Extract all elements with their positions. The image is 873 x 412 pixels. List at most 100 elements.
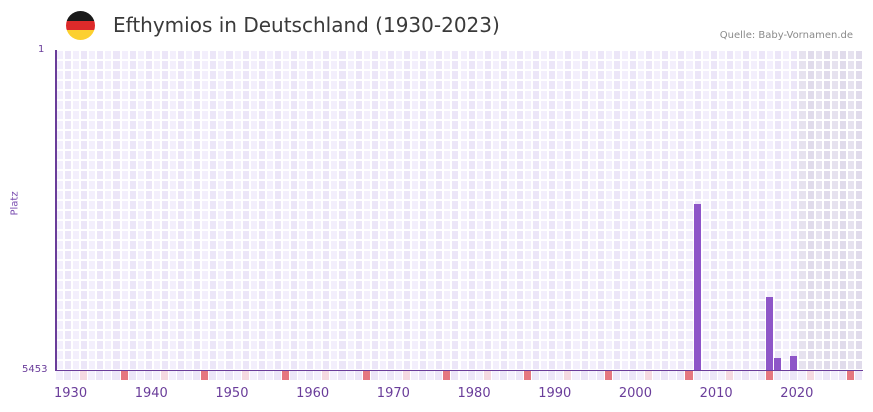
grid-cell (759, 191, 766, 199)
grid-cell (557, 71, 564, 79)
grid-cell (202, 171, 209, 179)
flag-stripe-red (66, 20, 95, 31)
grid-cell (476, 231, 483, 239)
grid-cell (492, 51, 499, 59)
grid-cell (299, 151, 306, 159)
grid-cell (194, 221, 201, 229)
grid-cell (605, 221, 612, 229)
grid-cell (670, 331, 677, 339)
bar-2021[interactable] (790, 355, 798, 370)
grid-cell (250, 61, 257, 69)
grid-cell (662, 241, 669, 249)
grid-cell (734, 141, 741, 149)
grid-cell (113, 111, 120, 119)
grid-cell (855, 321, 862, 329)
grid-cell (444, 101, 451, 109)
grid-cell (137, 81, 144, 89)
grid-cell (855, 331, 862, 339)
bar-2019[interactable] (774, 358, 782, 370)
year-marker (72, 371, 80, 380)
grid-cell (218, 251, 225, 259)
grid-cell (436, 151, 443, 159)
grid-cell (89, 261, 96, 269)
grid-cell (379, 251, 386, 259)
grid-cell (371, 341, 378, 349)
grid-cell (815, 211, 822, 219)
grid-cell (105, 71, 112, 79)
grid-cell (855, 311, 862, 319)
grid-cell (726, 191, 733, 199)
grid-cell (266, 61, 273, 69)
grid-cell (508, 171, 515, 179)
grid-cell (242, 211, 249, 219)
grid-cell (742, 161, 749, 169)
grid-cell (670, 321, 677, 329)
grid-cell (202, 241, 209, 249)
grid-cell (742, 141, 749, 149)
grid-cell (234, 281, 241, 289)
source-link[interactable]: Quelle: Baby-Vornamen.de (719, 30, 853, 41)
grid-cell (573, 71, 580, 79)
grid-cell (686, 111, 693, 119)
grid-cell (444, 301, 451, 309)
grid-cell (145, 221, 152, 229)
grid-cell (629, 351, 637, 359)
grid-cell (533, 141, 540, 149)
grid-cell (226, 291, 233, 299)
grid-cell (516, 151, 524, 159)
grid-cell (210, 111, 217, 119)
grid-cell (557, 171, 564, 179)
grid-cell (799, 51, 806, 59)
grid-cell (646, 281, 653, 289)
grid-cell (460, 331, 467, 339)
grid-cell (129, 61, 136, 69)
grid-cell (266, 191, 273, 199)
grid-cell (662, 71, 669, 79)
grid-cell (751, 281, 758, 289)
grid-cell (508, 291, 515, 299)
grid-cell (210, 241, 217, 249)
grid-cell (791, 291, 798, 299)
bar-2018[interactable] (766, 296, 774, 370)
grid-cell (266, 91, 273, 99)
grid-cell (194, 231, 201, 239)
grid-cell (581, 341, 588, 349)
grid-cell (855, 61, 862, 69)
grid-cell (97, 151, 104, 159)
grid-cell (250, 191, 257, 199)
grid-cell (831, 211, 838, 219)
grid-cell (541, 211, 548, 219)
grid-cell (218, 351, 225, 359)
year-marker (725, 371, 733, 380)
grid-cell (847, 161, 854, 169)
grid-cell (371, 231, 378, 239)
grid-cell (339, 281, 346, 289)
grid-cell (646, 361, 653, 369)
grid-cell (823, 211, 830, 219)
grid-cell (460, 171, 467, 179)
grid-cell (161, 141, 168, 149)
grid-cell (194, 181, 201, 189)
x-tick-label: 1980 (457, 386, 491, 401)
grid-cell (395, 281, 402, 289)
grid-cell (847, 341, 854, 349)
grid-cell (476, 121, 483, 129)
grid-cell (549, 71, 556, 79)
grid-cell (823, 91, 830, 99)
grid-cell (855, 71, 862, 79)
grid-cell (355, 161, 362, 169)
grid-cell (89, 91, 96, 99)
grid-cell (113, 341, 120, 349)
grid-cell (492, 361, 499, 369)
grid-cell (775, 71, 782, 79)
grid-cell (581, 241, 588, 249)
grid-cell (670, 231, 677, 239)
grid-cell (186, 221, 193, 229)
grid-cell (678, 181, 685, 189)
grid-cell (178, 101, 185, 109)
grid-cell (371, 271, 378, 279)
grid-cell (525, 181, 532, 189)
bar-2009[interactable] (693, 204, 701, 370)
grid-cell (557, 121, 564, 129)
grid-cell (847, 61, 854, 69)
